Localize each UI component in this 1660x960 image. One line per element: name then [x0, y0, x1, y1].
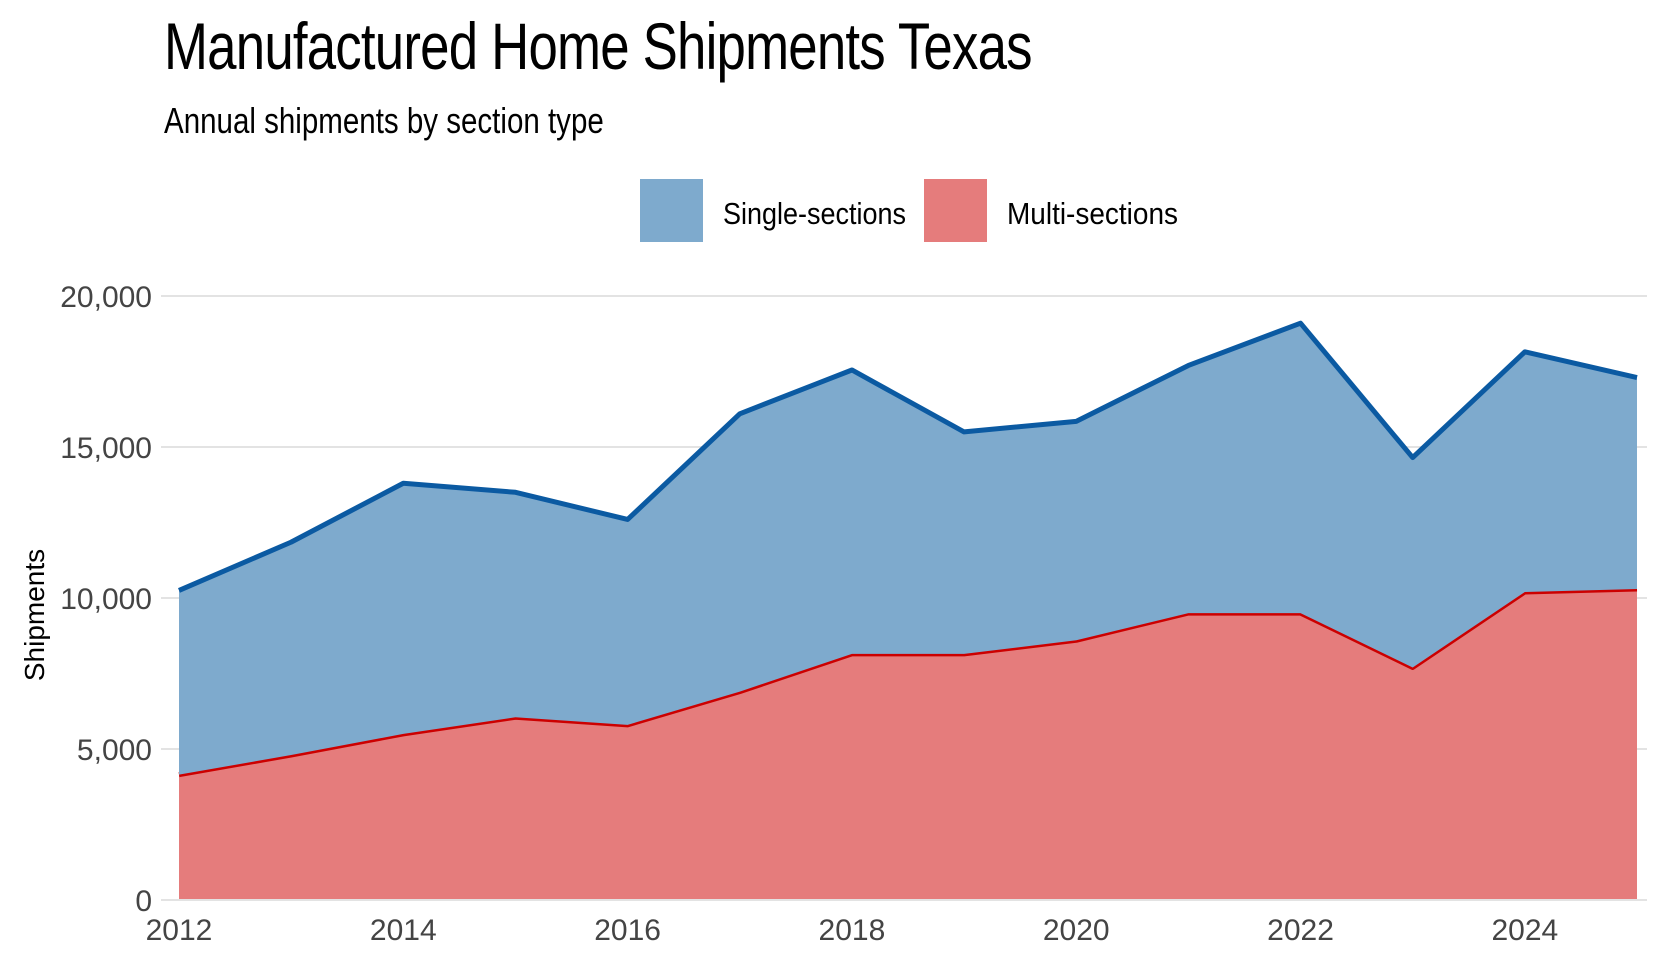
- legend-swatch-single-sections: [640, 179, 703, 242]
- y-tick-label: 20,000: [60, 281, 152, 314]
- chart-title: Manufactured Home Shipments Texas: [164, 9, 1033, 83]
- area-single-sections: [179, 323, 1637, 775]
- x-axis: 2012 2014 2016 2018 2020 2022 2024: [146, 899, 1647, 947]
- chart-subtitle: Annual shipments by section type: [164, 100, 604, 141]
- y-tick-label: 15,000: [60, 432, 152, 465]
- area-multi-sections: [179, 588, 1637, 900]
- legend-label-multi-sections: Multi-sections: [1007, 196, 1178, 231]
- y-tick-label: 5,000: [77, 734, 152, 767]
- x-tick-label: 2018: [819, 914, 886, 947]
- x-tick-label: 2014: [370, 914, 437, 947]
- legend-label-single-sections: Single-sections: [723, 196, 906, 231]
- x-tick-label: 2016: [594, 914, 661, 947]
- y-tick-label: 10,000: [60, 583, 152, 616]
- y-axis-label: Shipments: [19, 549, 50, 681]
- line-single-sections: [178, 320, 1638, 593]
- y-axis: 0 5,000 10,000 15,000 20,000: [60, 281, 152, 918]
- x-tick-label: 2024: [1491, 914, 1558, 947]
- y-tick-label: 0: [135, 885, 152, 918]
- x-tick-label: 2012: [146, 914, 213, 947]
- x-tick-label: 2020: [1043, 914, 1110, 947]
- legend-swatch-multi-sections: [924, 179, 987, 242]
- plot-area: [178, 320, 1638, 900]
- x-tick-label: 2022: [1267, 914, 1334, 947]
- legend: Single-sections Multi-sections: [640, 179, 1178, 242]
